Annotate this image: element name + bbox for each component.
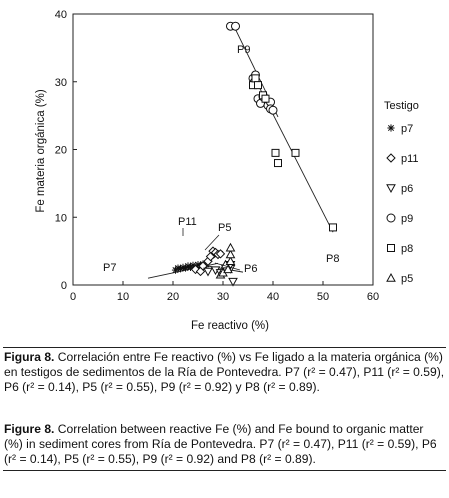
legend-label-p6: p6 [401,183,413,195]
legend-label-p8: p8 [401,243,413,255]
point-p8 [261,94,270,103]
caption-spanish: Figura 8. Correlación entre Fe reactivo … [4,350,445,395]
fit-lines [147,23,334,279]
y-tick-label: 30 [55,77,67,89]
x-tick-label: 20 [167,291,179,303]
x-tick-label: 10 [117,291,129,303]
y-tick-label: 40 [55,9,67,21]
x-tick-label: 50 [317,291,329,303]
caption-top-rule [3,347,446,348]
fit-label-p11: P11 [178,216,197,228]
x-tick-label: 40 [267,291,279,303]
point-p5 [225,242,236,252]
caption-bottom-rule [3,470,446,471]
legend-marker-p7 [387,124,395,132]
legend-marker-p8 [387,244,395,252]
fit-label-p5: P5 [218,222,231,234]
fit-labels: P7 P11 P6 P9 P8 P5 [103,44,339,275]
point-p6 [228,277,238,287]
fit-label-p9: P9 [237,44,250,56]
point-p8 [251,74,260,83]
y-tick-label: 20 [55,145,67,157]
caption-english-text: Correlation between reactive Fe (%) and … [4,422,437,466]
y-axis-label: Fe materia orgánica (%) [35,89,47,213]
point-p5 [223,264,233,274]
legend-label-p7: p7 [401,123,413,135]
y-tick-label: 10 [55,212,67,224]
x-tick-label: 0 [70,291,76,303]
point-p5 [225,256,236,265]
point-p8 [291,148,300,157]
point-p8 [254,81,262,90]
legend-label-p9: p9 [401,213,413,225]
fit-label-p7: P7 [103,262,116,274]
label-leader-p6 [214,262,241,271]
caption-spanish-text: Correlación entre Fe reactivo (%) vs Fe … [4,350,445,394]
legend-label-p11: p11 [401,153,419,165]
scatter-chart: 0 10 20 30 40 50 60 0 10 20 30 40 P7 P11 P6 P9 P8 P5 Tes… [35,9,419,332]
x-tick-label: 60 [367,291,379,303]
legend-marker-p9 [386,213,396,223]
point-p11 [215,249,226,259]
legend-marker-p11 [386,153,396,163]
x-axis-label: Fe reactivo (%) [191,320,269,332]
fit-label-p8: P8 [326,253,339,265]
point-p9 [231,21,240,31]
legend-label-p5: p5 [401,273,413,285]
point-p8 [271,148,280,157]
y-tick-label: 0 [61,280,67,292]
point-p5 [225,249,236,259]
caption-spanish-label: Figura 8. [4,350,55,364]
point-p9 [268,105,278,115]
caption-english: Figure 8. Correlation between reactive F… [4,422,445,467]
legend-marker-p5 [386,272,396,282]
fit-label-p6: P6 [244,263,257,275]
point-p6 [203,267,213,277]
x-tick-label: 30 [217,291,229,303]
point-p8 [274,159,282,168]
caption-english-label: Figure 8. [4,422,55,436]
plot-frame [72,13,374,286]
chart-axes: 0 10 20 30 40 50 60 0 10 20 30 40 [55,9,379,303]
legend: Testigo p7 p11 p6 p9 p8 p5 [384,100,419,285]
legend-title: Testigo [384,100,419,112]
label-leader-p5 [204,234,220,251]
point-p8 [329,223,337,232]
legend-marker-p6 [386,184,396,194]
data-points [171,21,337,287]
